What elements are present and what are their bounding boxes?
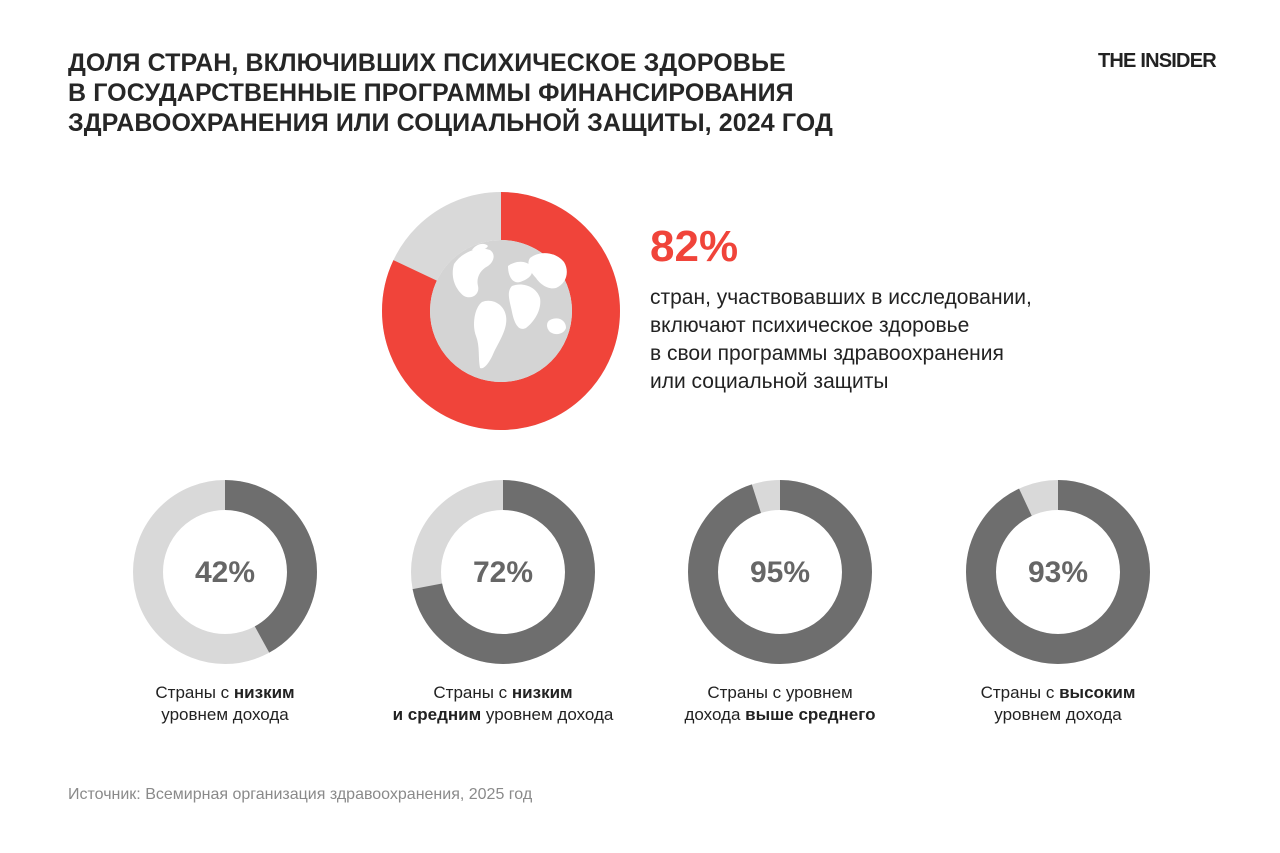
- caption-text: уровнем дохода: [481, 705, 614, 724]
- caption-emphasis: низким: [233, 683, 295, 702]
- low-income-donut: 42% Страны с низким уровнем дохода: [85, 480, 365, 730]
- category-caption: Страны с низким и средним уровнем дохода: [363, 682, 643, 726]
- donut-value-arc: [688, 480, 872, 664]
- main-donut-chart: [382, 192, 620, 430]
- caption-emphasis: и средним: [392, 705, 482, 724]
- donut-ring: [688, 480, 872, 664]
- high-income-donut: 93% Страны с высоким уровнем дохода: [918, 480, 1198, 730]
- caption-text: дохода: [684, 705, 746, 724]
- title-line: ДОЛЯ СТРАН, ВКЛЮЧИВШИХ ПСИХИЧЕСКОЕ ЗДОРО…: [68, 49, 786, 77]
- description-line: включают психическое здоровье: [650, 314, 970, 337]
- donut-ring: [966, 480, 1150, 664]
- description-line: в свои программы здравоохранения: [650, 342, 1004, 365]
- caption-text: Страны с: [433, 683, 512, 702]
- chart-title: ДОЛЯ СТРАН, ВКЛЮЧИВШИХ ПСИХИЧЕСКОЕ ЗДОРО…: [68, 48, 968, 138]
- percent-label: 42%: [194, 556, 256, 589]
- category-caption: Страны с высоким уровнем дохода: [918, 682, 1198, 726]
- caption-line: Страны с низким: [363, 682, 643, 704]
- donut-value-arc: [966, 480, 1150, 664]
- caption-text: уровнем дохода: [161, 705, 289, 724]
- caption-text: Страны с: [980, 683, 1060, 702]
- donut-ring: [411, 480, 595, 664]
- low-middle-income-donut: 72% Страны с низким и средним уровнем дох…: [363, 480, 643, 730]
- title-line: В ГОСУДАРСТВЕННЫЕ ПРОГРАММЫ ФИНАНСИРОВАН…: [68, 79, 794, 107]
- caption-line: Страны с уровнем: [640, 682, 920, 704]
- percent-label: 95%: [749, 556, 811, 589]
- main-description: стран, участвовавших в исследовании, вкл…: [650, 284, 1150, 396]
- donut-value-arc: [382, 192, 620, 430]
- percent-label: 72%: [472, 556, 534, 589]
- caption-line: уровнем дохода: [85, 704, 365, 726]
- category-caption: Страны с низким уровнем дохода: [85, 682, 365, 726]
- donut-value-arc: [411, 480, 595, 664]
- main-percent-label: 82%: [650, 222, 739, 271]
- category-caption: Страны с уровнем дохода выше среднего: [640, 682, 920, 726]
- upper-middle-income-donut: 95% Страны с уровнем дохода выше среднего: [640, 480, 920, 730]
- donut-value-arc: [133, 480, 317, 664]
- globe-icon: [430, 240, 572, 382]
- brand-logo: THE INSIDER: [1098, 50, 1217, 72]
- caption-emphasis: выше среднего: [745, 705, 876, 724]
- caption-line: Страны с высоким: [918, 682, 1198, 704]
- caption-line: Страны с низким: [85, 682, 365, 704]
- caption-emphasis: низким: [511, 683, 573, 702]
- caption-emphasis: высоким: [1059, 683, 1136, 702]
- title-line: ЗДРАВООХРАНЕНИЯ ИЛИ СОЦИАЛЬНОЙ ЗАЩИТЫ, 2…: [68, 109, 833, 137]
- source-note: Источник: Всемирная организация здравоох…: [68, 786, 533, 803]
- caption-text: Страны с: [155, 683, 234, 702]
- caption-line: и средним уровнем дохода: [363, 704, 643, 726]
- description-line: стран, участвовавших в исследовании,: [650, 286, 1032, 309]
- caption-line: уровнем дохода: [918, 704, 1198, 726]
- percent-label: 93%: [1027, 556, 1089, 589]
- caption-text: Страны с уровнем: [707, 683, 853, 702]
- caption-line: дохода выше среднего: [640, 704, 920, 726]
- caption-text: уровнем дохода: [994, 705, 1122, 724]
- donut-ring: [133, 480, 317, 664]
- description-line: или социальной защиты: [650, 370, 889, 393]
